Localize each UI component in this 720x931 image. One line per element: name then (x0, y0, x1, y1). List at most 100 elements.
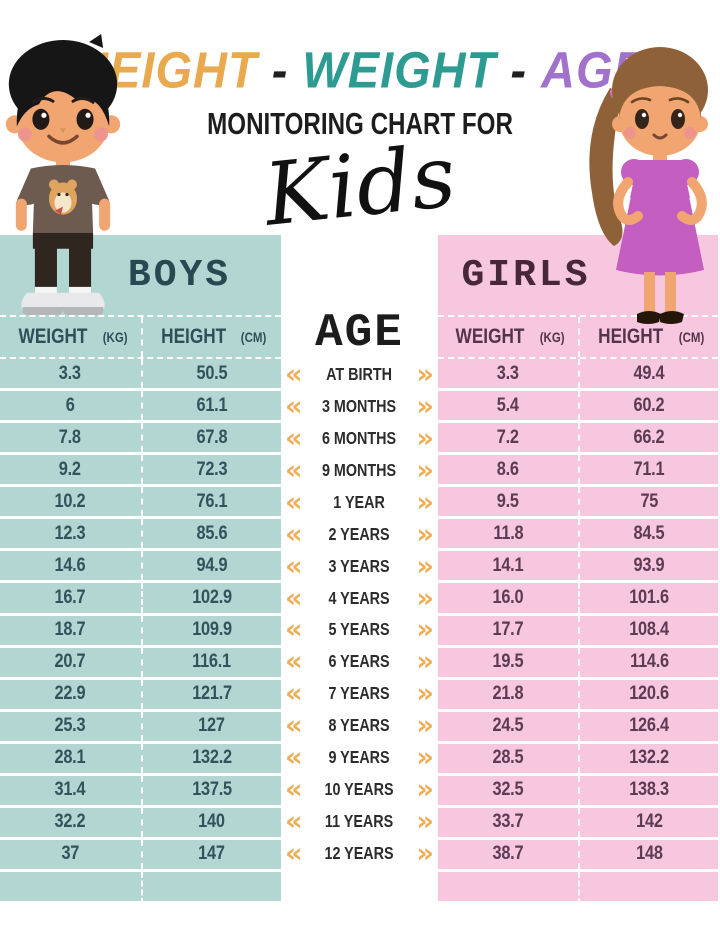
title-word: - (510, 40, 527, 99)
age-row: « AT BIRTH » (281, 359, 438, 391)
boys-weight-value: 7.8 (59, 426, 82, 448)
table-row: 8.6 71.1 (438, 452, 718, 485)
age-row: « 12 YEARS » (281, 837, 438, 869)
boys-column-headers: WEIGHT (KG) HEIGHT (CM) (0, 315, 281, 359)
boys-weight-value: 12.3 (54, 522, 86, 544)
age-label: 6 MONTHS (322, 428, 397, 449)
age-label: 2 YEARS (328, 523, 391, 544)
chevron-right-icon: » (416, 614, 434, 646)
girls-rows: 3.3 49.4 5.4 60.2 7.2 66.2 8.6 71.1 9.5 … (438, 359, 718, 869)
girl-bangs (618, 62, 702, 120)
table-row: 33.7 142 (438, 804, 718, 837)
girls-table: GIRLS WEIGHT (KG) HEIGHT (CM) 3.3 49.4 5… (438, 235, 718, 904)
table-row: 24.5 126.4 (438, 708, 718, 741)
boy-pants (32, 232, 94, 249)
age-row: « 3 MONTHS » (281, 391, 438, 423)
chevron-left-icon: « (285, 359, 303, 391)
boys-weight-value: 6 (65, 394, 75, 416)
chevron-left-icon: « (285, 805, 303, 837)
boys-height-value: 72.3 (140, 455, 282, 485)
age-row: « 9 YEARS » (281, 742, 438, 774)
boys-weight-value: 18.7 (54, 619, 86, 641)
boys-weight-value: 22.9 (54, 683, 86, 705)
girls-weight-value: 11.8 (493, 522, 523, 544)
table-row: 11.8 84.5 (438, 516, 718, 549)
table-row: 21.8 120.6 (438, 676, 718, 709)
boys-weight-value: 14.6 (54, 554, 86, 576)
girls-height-value: 120.6 (578, 679, 718, 709)
table-row: 14.6 94.9 (0, 548, 282, 581)
boys-height-value: 94.9 (140, 551, 282, 581)
boys-height-value: 102.9 (140, 583, 282, 613)
age-label: 5 YEARS (328, 619, 391, 640)
age-row: « 2 YEARS » (281, 518, 438, 550)
boys-rows: 3.3 50.5 6 61.1 7.8 67.8 9.2 72.3 10.2 7… (0, 359, 281, 869)
chevron-right-icon: » (416, 710, 434, 742)
boys-height-value: 50.5 (140, 359, 282, 389)
main-title: HEIGHT - WEIGHT - AGE (0, 40, 720, 99)
age-column: AGE « AT BIRTH » « 3 MONTHS » « 6 MONTHS… (281, 235, 438, 901)
age-label: 9 MONTHS (322, 460, 397, 481)
table-row: 38.7 148 (438, 836, 718, 869)
girls-height-value: 142 (578, 807, 718, 837)
girls-weight-value: 33.7 (492, 811, 524, 833)
chevron-right-icon: » (416, 391, 434, 423)
girls-column-headers: WEIGHT (KG) HEIGHT (CM) (438, 315, 718, 359)
boys-height-value: 127 (140, 711, 282, 741)
boys-height-value: 116.1 (140, 647, 282, 677)
chevron-right-icon: » (416, 805, 434, 837)
title-word: WEIGHT (302, 40, 497, 99)
age-row: « 10 YEARS » (281, 773, 438, 805)
table-row: 37 147 (0, 836, 281, 869)
table-row: 20.7 116.1 (0, 644, 282, 677)
age-row: « 6 MONTHS » (281, 423, 438, 455)
age-label: 10 YEARS (324, 778, 395, 799)
girl-face (619, 84, 701, 156)
age-label: 3 MONTHS (322, 396, 397, 417)
girl-illustration (589, 47, 708, 324)
table-row: 19.5 114.6 (438, 644, 718, 677)
girls-height-value: 66.2 (578, 423, 718, 453)
table-row: 18.7 109.9 (0, 612, 281, 645)
girls-height-value: 148 (578, 839, 718, 869)
girls-weight-value: 14.1 (492, 554, 524, 576)
age-label: 11 YEARS (325, 810, 394, 831)
girl-ponytail (589, 88, 628, 246)
boys-weight-value: 9.2 (59, 458, 82, 480)
boys-weight-value: 28.1 (54, 747, 86, 769)
age-rows: « AT BIRTH » « 3 MONTHS » « 6 MONTHS » «… (281, 359, 438, 869)
girls-empty-row (438, 869, 718, 904)
girls-height-value: 60.2 (578, 391, 718, 421)
chevron-left-icon: « (285, 391, 303, 423)
age-label: 8 YEARS (328, 715, 391, 736)
table-row: 32.5 138.3 (438, 772, 718, 805)
girls-weight-value: 38.7 (492, 843, 524, 865)
girl-dress-skirt (616, 192, 704, 276)
age-label: 7 YEARS (328, 683, 391, 704)
girls-height-value: 114.6 (578, 647, 718, 677)
girl-shoe (637, 311, 661, 324)
table-row: 22.9 121.7 (0, 676, 282, 709)
boys-height-value: 132.2 (140, 743, 282, 773)
boys-table: BOYS WEIGHT (KG) HEIGHT (CM) 3.3 50.5 6 … (0, 235, 281, 904)
subtitle: MONITORING CHART FOR (0, 106, 720, 142)
girls-weight-value: 24.5 (492, 715, 524, 737)
boys-weight-value: 25.3 (54, 715, 86, 737)
table-row: 5.4 60.2 (438, 388, 718, 421)
girls-weight-value: 19.5 (492, 651, 524, 673)
girls-weight-header: WEIGHT (KG) (455, 325, 565, 348)
age-row: « 1 YEAR » (281, 487, 438, 519)
chevron-left-icon: « (285, 582, 303, 614)
age-label: 12 YEARS (324, 842, 395, 863)
chevron-right-icon: » (416, 455, 434, 487)
age-label: 3 YEARS (328, 555, 391, 576)
chevron-right-icon: » (416, 678, 434, 710)
chevron-right-icon: » (416, 773, 434, 805)
age-label: 4 YEARS (328, 587, 391, 608)
girls-weight-value: 8.6 (497, 458, 519, 480)
age-label: AT BIRTH (326, 364, 393, 385)
age-label: 9 YEARS (328, 746, 391, 767)
boys-height-value: 121.7 (140, 679, 282, 709)
chevron-left-icon: « (285, 741, 303, 773)
girls-weight-value: 32.5 (492, 779, 524, 801)
